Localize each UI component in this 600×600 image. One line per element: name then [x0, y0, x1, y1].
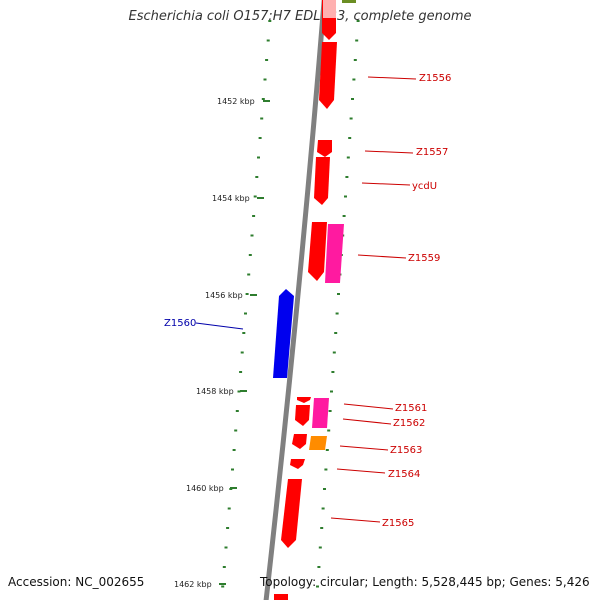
inner-ring-tick	[232, 449, 236, 451]
outer-ring-tick	[335, 312, 339, 315]
inner-ring-tick	[221, 585, 225, 588]
gene-partial-top-pink	[323, 0, 336, 18]
inner-ring-tick	[222, 566, 226, 568]
inner-ring-tick	[260, 117, 264, 120]
kbp-scale: 1452 kbp 1454 kbp 1456 kbp 1458 kbp 1460…	[174, 97, 270, 589]
gene-z1563-b	[309, 436, 327, 450]
outer-ring-tick	[353, 59, 357, 61]
inner-ring-tick	[245, 293, 249, 295]
gene-z1556	[319, 42, 337, 109]
gene-z1564	[290, 459, 305, 469]
outer-ring-tick	[346, 156, 350, 159]
outer-ring-tick	[327, 429, 331, 432]
outer-ring-tick	[342, 215, 346, 217]
gene-z1559-b	[325, 224, 344, 283]
inner-ring-tick	[226, 527, 230, 529]
inner-ring-tick	[255, 176, 259, 178]
outer-ring-tick	[332, 351, 336, 354]
inner-ring-tick	[258, 137, 262, 139]
genome-backbone	[263, 0, 327, 600]
inner-ring-tick	[265, 59, 269, 61]
inner-ring-tick	[235, 410, 239, 412]
kbp-label-1452: 1452 kbp	[217, 97, 255, 106]
gene-labels: Z1556 Z1557 ycdU Z1559 Z1560 Z1561 Z1562…	[164, 73, 451, 529]
outer-ring-tick	[334, 332, 338, 334]
gene-z1562-a	[295, 405, 310, 426]
outer-ring-tick	[316, 585, 319, 588]
kbp-label-1456: 1456 kbp	[205, 291, 243, 300]
gene-label-z1561: Z1561	[395, 403, 427, 414]
outer-ring-tick	[330, 390, 333, 393]
gene-label-z1564: Z1564	[388, 469, 420, 480]
outer-ring-tick	[317, 566, 321, 568]
gene-ycdu	[314, 157, 330, 205]
gene-z1560	[273, 289, 294, 378]
outer-ring-tick	[348, 137, 352, 139]
outer-ring-tick	[351, 98, 354, 100]
kbp-label-1462: 1462 kbp	[174, 580, 212, 589]
inner-ring-tick	[240, 351, 244, 354]
accession-text: Accession: NC_002655	[8, 575, 145, 589]
inner-ring-tick	[253, 195, 257, 198]
kbp-label-1460: 1460 kbp	[186, 484, 224, 493]
inner-ring-tick	[234, 429, 238, 432]
outer-ring-tick	[349, 117, 353, 120]
inner-ring-tick	[257, 156, 260, 159]
gene-z1563-a	[292, 434, 307, 449]
inner-ring-tick	[227, 507, 231, 510]
inner-ring-tick	[242, 332, 246, 334]
outer-ring-tick	[355, 39, 359, 42]
inner-ring-tick	[268, 20, 272, 22]
gene-label-z1556: Z1556	[419, 73, 451, 84]
genome-title: Escherichia coli O157:H7 EDL933, complet…	[128, 9, 472, 24]
outer-ring-tick	[328, 410, 332, 412]
outer-ring-tick	[345, 176, 349, 178]
inner-ring-tick	[250, 234, 254, 237]
gene-label-z1563: Z1563	[390, 445, 422, 456]
inner-ring-tick	[252, 215, 256, 217]
inner-ring-tick	[261, 98, 265, 100]
gene-label-z1560: Z1560	[164, 318, 196, 329]
gene-z1561	[297, 397, 311, 403]
outer-ring-tick	[324, 468, 328, 471]
gene-label-z1557: Z1557	[416, 147, 448, 158]
outer-ring-tick	[331, 371, 335, 373]
inner-ring-tick	[244, 312, 247, 315]
inner-ring-tick	[231, 468, 234, 471]
outer-ring-tick	[320, 527, 324, 529]
inner-ring-tick	[237, 390, 241, 393]
gene-label-z1559: Z1559	[408, 253, 440, 264]
outer-ring-tick	[325, 449, 329, 451]
inner-ring-tick	[266, 39, 270, 42]
gene-label-z1565: Z1565	[382, 518, 414, 529]
inner-ring-tick	[263, 78, 267, 81]
outer-ring-tick	[356, 20, 360, 22]
gene-z1565	[281, 479, 302, 548]
outer-ring-tick	[321, 507, 325, 510]
gene-label-ycdu: ycdU	[412, 181, 437, 192]
inner-ring-tick	[224, 546, 228, 549]
inner-ring-tick	[248, 254, 252, 256]
gene-partial-bottom	[274, 594, 288, 600]
gene-label-z1562: Z1562	[393, 418, 425, 429]
kbp-label-1454: 1454 kbp	[212, 194, 250, 203]
outer-ring-ticks	[316, 20, 360, 588]
gene-z1557	[317, 140, 332, 157]
gene-z1559-a	[308, 222, 327, 281]
outer-ring-tick	[323, 488, 326, 490]
inner-ring-tick	[247, 273, 251, 276]
outer-ring-tick	[337, 293, 340, 295]
kbp-label-1458: 1458 kbp	[196, 387, 234, 396]
outer-ring-tick	[344, 195, 347, 198]
inner-ring-tick	[239, 371, 243, 373]
outer-ring-tick	[318, 546, 322, 549]
outer-ring-tick	[352, 78, 356, 81]
gene-partial-top	[342, 0, 356, 3]
genome-summary-text: Topology: circular; Length: 5,528,445 bp…	[260, 575, 590, 589]
gene-z1562-b	[312, 398, 329, 428]
